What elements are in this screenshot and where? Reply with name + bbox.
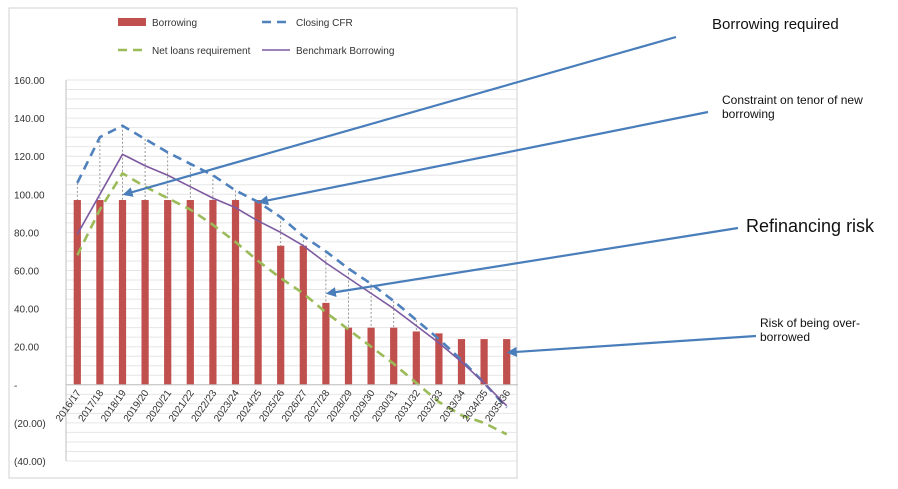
annotation-arrow: [258, 110, 709, 206]
bar-2025-26: [277, 245, 285, 385]
bar-2035-36: [503, 339, 511, 385]
y-tick-label: 160.00: [14, 76, 45, 87]
bar-2024-25: [254, 200, 262, 385]
y-tick-label: 40.00: [14, 305, 39, 316]
bar-2030-31: [390, 327, 398, 385]
legend: Borrowing Closing CFR Net loans requiremen…: [118, 18, 394, 57]
bar-2020-21: [164, 200, 172, 385]
legend-label: Borrowing: [152, 18, 197, 29]
y-tick-label: 120.00: [14, 152, 45, 163]
legend-label: Net loans requirement: [152, 46, 251, 57]
line-net-loans-requirement: [76, 172, 508, 436]
legend-label: Closing CFR: [296, 18, 353, 29]
y-tick-label: 80.00: [14, 228, 39, 239]
bar-2027-28: [322, 302, 330, 385]
line-benchmark-borrowing: [76, 153, 508, 407]
legend-label: Benchmark Borrowing: [296, 46, 394, 57]
line-closing-cfr: [76, 124, 508, 409]
bar-2026-27: [299, 245, 307, 385]
bar-2028-29: [344, 327, 353, 385]
bar-2017-18: [96, 200, 104, 385]
annotation-constraint-tenor: Constraint on tenor of new borrowing: [722, 93, 863, 121]
annotation-arrow: [506, 334, 757, 357]
annotation-refinancing-risk: Refinancing risk: [746, 216, 875, 236]
annotation-over-borrowed: Risk of being over-borrowed: [760, 316, 861, 344]
y-tick-label: (40.00): [14, 457, 46, 468]
plot-frame: [8, 7, 518, 479]
legend-item-borrowing: Borrowing: [118, 18, 197, 29]
annotation-arrows: [122, 35, 757, 357]
y-tick-label: 140.00: [14, 114, 45, 125]
bar-2022-23: [209, 200, 217, 385]
bar-2034-35: [480, 339, 488, 385]
y-tick-label: 20.00: [14, 343, 39, 354]
bar-2032-33: [435, 333, 443, 385]
y-tick-label: 100.00: [14, 190, 45, 201]
bar-2018-19: [118, 200, 127, 385]
annotation-arrow: [325, 226, 739, 298]
bar-2019-20: [141, 200, 149, 385]
y-tick-label: -: [14, 381, 17, 392]
bar-2031-32: [412, 331, 420, 385]
legend-item-net-loans-requirement: Net loans requirement: [118, 46, 251, 57]
legend-item-benchmark-borrowing: Benchmark Borrowing: [262, 46, 394, 57]
bar-series: [73, 200, 511, 385]
line-series: [76, 124, 508, 436]
legend-item-closing-cfr: Closing CFR: [262, 18, 353, 29]
bar-2016-17: [73, 200, 81, 385]
bar-2023-24: [231, 200, 240, 385]
bar-2029-30: [367, 327, 375, 385]
series-borrowing: [73, 200, 511, 385]
legend-swatch: [118, 18, 146, 26]
y-axis: (40.00) (20.00) - 20.00 40.00 60.00 80.00 100.0…: [14, 76, 67, 468]
bar-2021-22: [186, 200, 194, 385]
annotation-arrow: [122, 35, 677, 197]
annotation-borrowing-required: Borrowing required: [712, 16, 839, 33]
y-tick-label: 60.00: [14, 267, 39, 278]
y-tick-label: (20.00): [14, 419, 46, 430]
